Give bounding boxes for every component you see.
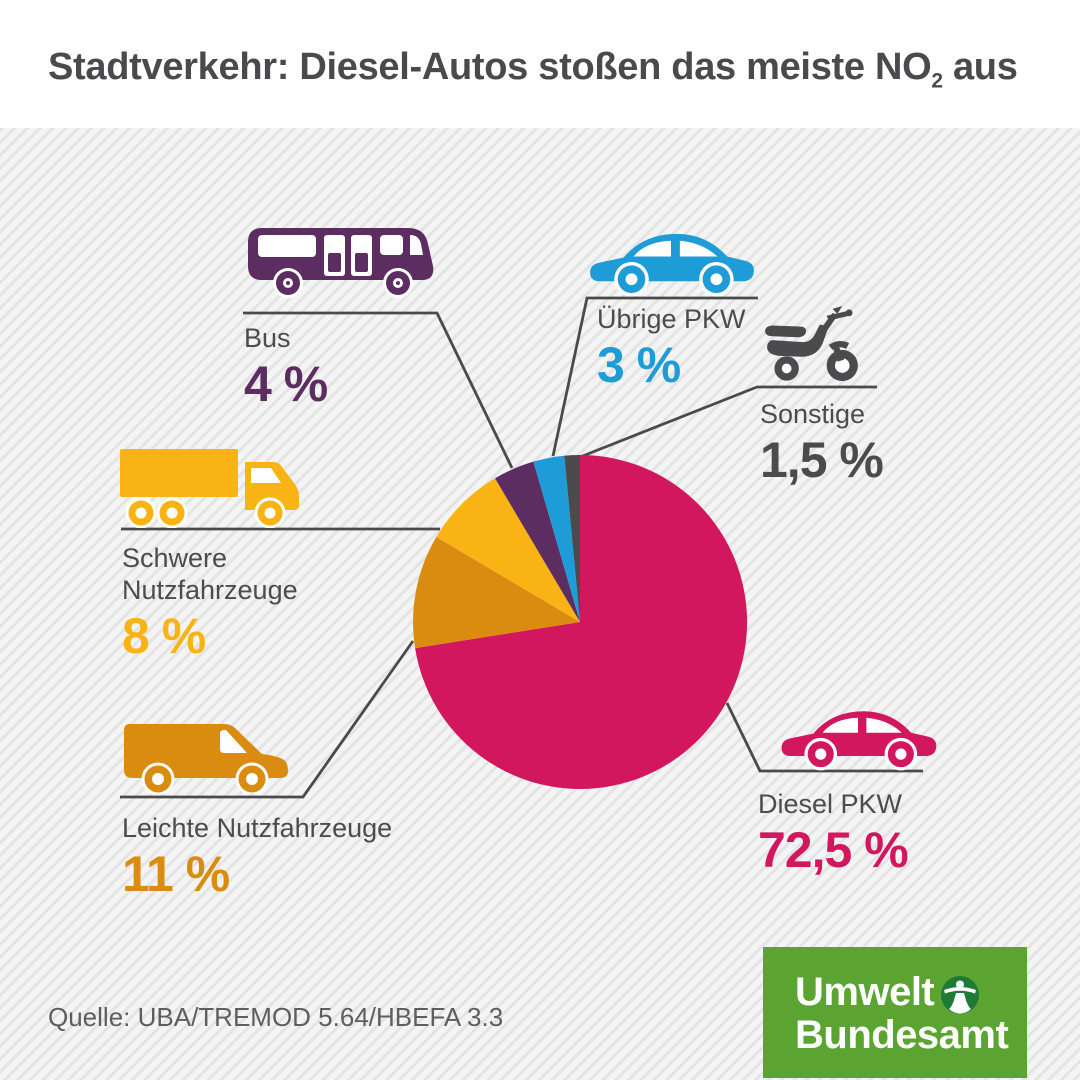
logo-line1: Umwelt [795, 970, 935, 1014]
pie-slice-bus [495, 461, 580, 622]
callout-leichte-nutzfahrzeuge-value: 11 % [122, 846, 230, 902]
title-subscript: 2 [931, 69, 943, 93]
leichte-connector-line [120, 640, 415, 799]
callout-leichte-nutzfahrzeuge-label: Leichte Nutzfahrzeuge [122, 813, 393, 843]
uebrige-connector-line [551, 296, 758, 457]
pie-slice-diesel-pkw [415, 455, 748, 789]
bus-icon [248, 228, 434, 298]
logo-figure-icon [941, 976, 979, 1014]
page-title: Stadtverkehr: Diesel-Autos stoßen das me… [48, 46, 1018, 94]
title-text: Stadtverkehr: Diesel-Autos stoßen das me… [48, 46, 932, 88]
sonstige-connector-line [569, 385, 877, 463]
callout-diesel-pkw: Diesel PKW 72,5 % [758, 788, 909, 878]
callout-uebrige-pkw-label: Übrige PKW [597, 304, 746, 334]
callout-sonstige: Sonstige 1,5 % [760, 398, 884, 488]
callout-leichte-nutzfahrzeuge: Leichte Nutzfahrzeuge 11 % [122, 812, 392, 900]
pie-slice-leichte-nutzfahrzeuge [413, 537, 580, 649]
callout-schwere-nutzfahrzeuge: Schwere Nutzfahrzeuge 8 % [122, 542, 302, 662]
scooter-icon [765, 306, 858, 382]
callout-uebrige-pkw: Übrige PKW 3 % [597, 303, 746, 391]
callout-uebrige-pkw-value: 3 % [597, 337, 681, 393]
pie-slice--brige-pkw [533, 455, 580, 622]
header-band: Stadtverkehr: Diesel-Autos stoßen das me… [0, 0, 1080, 128]
logo-text: Umwelt Bundesamt [795, 970, 1009, 1057]
title-suffix: aus [942, 46, 1018, 88]
pie-slice-schwere-nutzfahrzeuge [436, 478, 580, 622]
van-icon [124, 724, 288, 794]
callout-diesel-pkw-label: Diesel PKW [758, 789, 903, 819]
diesel-pkw-car-icon [781, 711, 937, 771]
logo-line2: Bundesamt [795, 1013, 1009, 1057]
callout-bus-value: 4 % [244, 356, 328, 412]
callout-sonstige-label: Sonstige [760, 399, 866, 429]
callout-bus: Bus 4 % [244, 322, 328, 412]
truck-icon [120, 449, 299, 528]
callout-schwere-nutzfahrzeuge-value: 8 % [122, 608, 206, 664]
pie-chart [413, 454, 748, 789]
source-text: Quelle: UBA/TREMOD 5.64/HBEFA 3.3 [48, 1002, 504, 1032]
callout-schwere-nutzfahrzeuge-label: Schwere Nutzfahrzeuge [122, 543, 298, 605]
pie-slice-sonstige [564, 454, 580, 622]
callout-diesel-pkw-value: 72,5 % [758, 822, 909, 878]
bus-connector-line [243, 311, 514, 469]
diesel-connector-line [725, 702, 923, 773]
logo-box: Umwelt Bundesamt [763, 947, 1027, 1078]
uebrige-pkw-car-icon [590, 233, 754, 297]
callout-sonstige-value: 1,5 % [760, 432, 884, 488]
callout-bus-label: Bus [244, 323, 291, 353]
